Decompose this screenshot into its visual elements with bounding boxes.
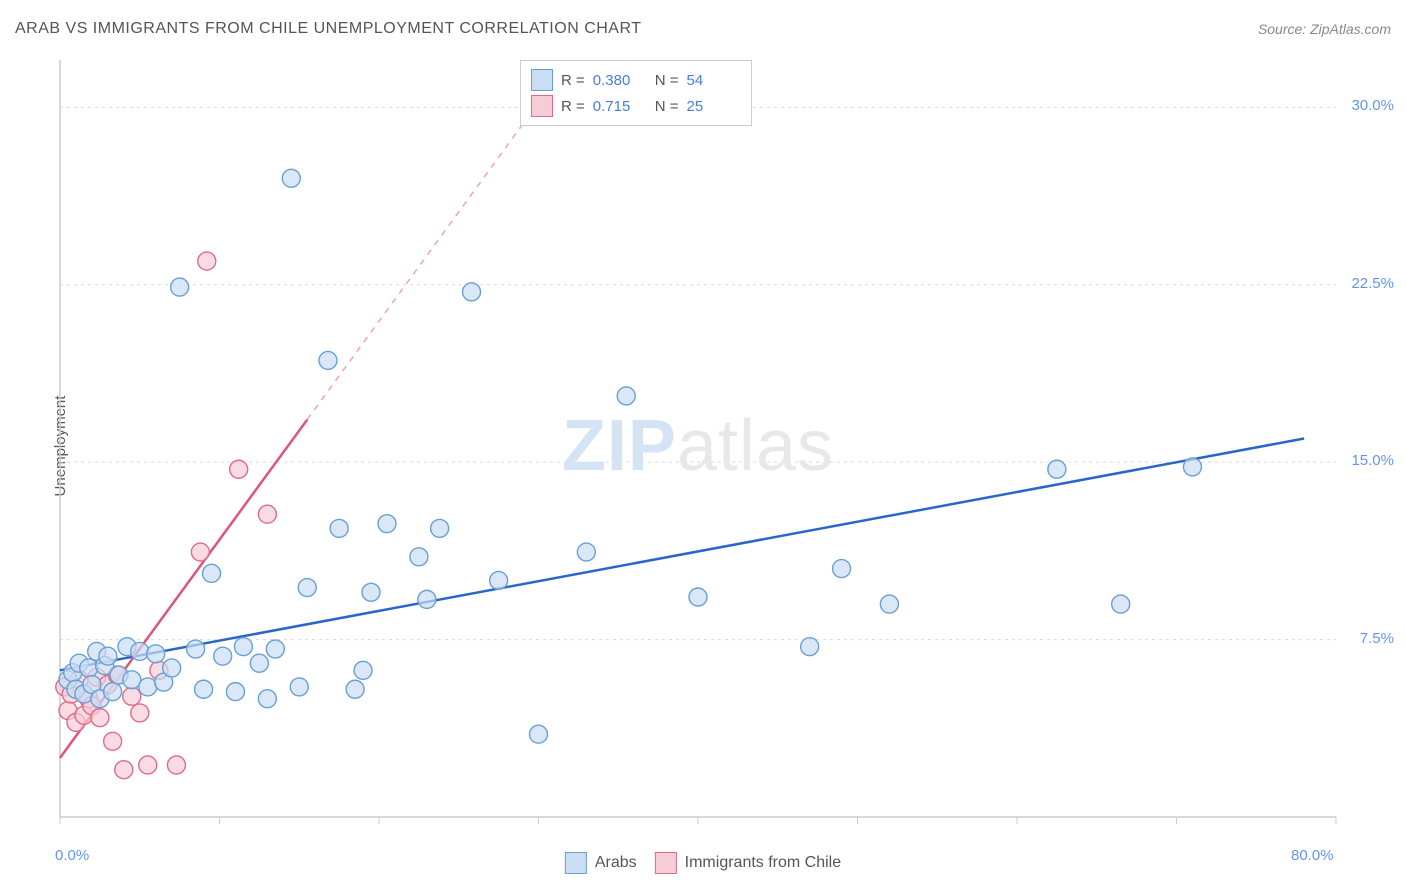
r-value-chile: 0.715 <box>593 98 647 115</box>
swatch-chile-icon <box>655 852 677 874</box>
r-value-arabs: 0.380 <box>593 72 647 89</box>
stats-row-chile: R = 0.715 N = 25 <box>531 93 741 119</box>
legend-label-arabs: Arabs <box>595 854 637 872</box>
source-label: Source: ZipAtlas.com <box>1258 21 1391 37</box>
n-value-chile: 25 <box>687 98 741 115</box>
scatter-chart <box>50 55 1346 837</box>
legend-item-arabs: Arabs <box>565 852 637 874</box>
swatch-arabs-icon <box>565 852 587 874</box>
y-tick-label: 7.5% <box>1360 630 1394 647</box>
r-label: R = <box>561 98 585 115</box>
stats-row-arabs: R = 0.380 N = 54 <box>531 67 741 93</box>
y-tick-label: 22.5% <box>1351 275 1394 292</box>
n-label: N = <box>655 72 679 89</box>
legend-item-chile: Immigrants from Chile <box>655 852 841 874</box>
chart-title: ARAB VS IMMIGRANTS FROM CHILE UNEMPLOYME… <box>15 20 642 38</box>
x-tick-label: 80.0% <box>1291 847 1334 864</box>
chart-area: ZIPatlas R = 0.380 N = 54 R = 0.715 N = … <box>50 55 1346 837</box>
x-tick-label: 0.0% <box>55 847 89 864</box>
series-legend: Arabs Immigrants from Chile <box>565 852 841 874</box>
r-label: R = <box>561 72 585 89</box>
legend-label-chile: Immigrants from Chile <box>685 854 841 872</box>
y-tick-label: 30.0% <box>1351 97 1394 114</box>
swatch-chile-icon <box>531 95 553 117</box>
n-label: N = <box>655 98 679 115</box>
y-tick-label: 15.0% <box>1351 452 1394 469</box>
stats-legend: R = 0.380 N = 54 R = 0.715 N = 25 <box>520 60 752 126</box>
swatch-arabs-icon <box>531 69 553 91</box>
n-value-arabs: 54 <box>687 72 741 89</box>
